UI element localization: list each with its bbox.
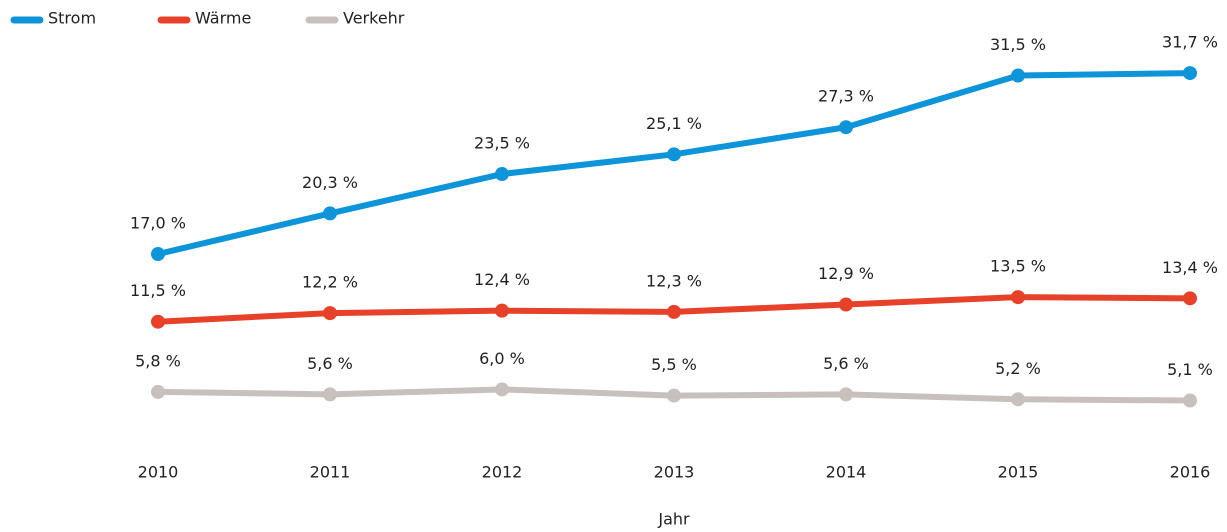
data-label: 5,2 % [995,359,1041,378]
data-label: 6,0 % [479,349,525,368]
data-label: 5,6 % [307,354,353,373]
x-tick-label: 2016 [1170,463,1211,482]
data-point [839,297,853,312]
data-label: 12,9 % [818,264,874,283]
data-label: 12,4 % [474,270,530,289]
data-label: 13,5 % [990,257,1046,276]
data-point [667,304,681,319]
data-label: 27,3 % [818,87,874,106]
data-point [667,147,681,162]
x-axis-label: Jahr [657,510,690,529]
data-point [1183,291,1197,306]
data-label: 23,5 % [474,134,530,153]
data-point [495,303,509,318]
data-label: 31,7 % [1162,33,1218,52]
data-point [323,387,337,402]
data-point [1011,392,1025,407]
legend-label: Strom [48,9,96,28]
data-label: 12,3 % [646,271,702,290]
data-label: 13,4 % [1162,258,1218,277]
data-label: 20,3 % [302,173,358,192]
x-tick-label: 2015 [998,463,1039,482]
x-tick-label: 2010 [138,463,179,482]
data-point [1183,66,1197,81]
data-point [1183,393,1197,408]
data-label: 5,6 % [823,354,869,373]
x-tick-label: 2014 [826,463,867,482]
series-line [157,70,1191,257]
data-point [839,120,853,135]
data-point [151,314,165,329]
data-point [151,247,165,262]
legend-label: Wärme [195,9,251,28]
data-point [495,167,509,182]
data-label: 17,0 % [130,214,186,233]
data-point [667,388,681,403]
x-tick-label: 2011 [310,463,351,482]
data-point [1011,68,1025,83]
data-label: 25,1 % [646,114,702,133]
data-label: 5,1 % [1167,360,1213,379]
data-point [151,384,165,399]
data-label: 31,5 % [990,35,1046,54]
data-point [323,306,337,321]
data-point [323,206,337,221]
x-tick-label: 2012 [482,463,523,482]
data-label: 12,2 % [302,273,358,292]
data-label: 5,8 % [135,351,181,370]
data-point [1011,290,1025,305]
data-label: 11,5 % [130,281,186,300]
data-point [495,382,509,397]
data-label: 5,5 % [651,355,697,374]
legend-label: Verkehr [343,9,405,28]
data-point [839,387,853,402]
x-tick-label: 2013 [654,463,695,482]
